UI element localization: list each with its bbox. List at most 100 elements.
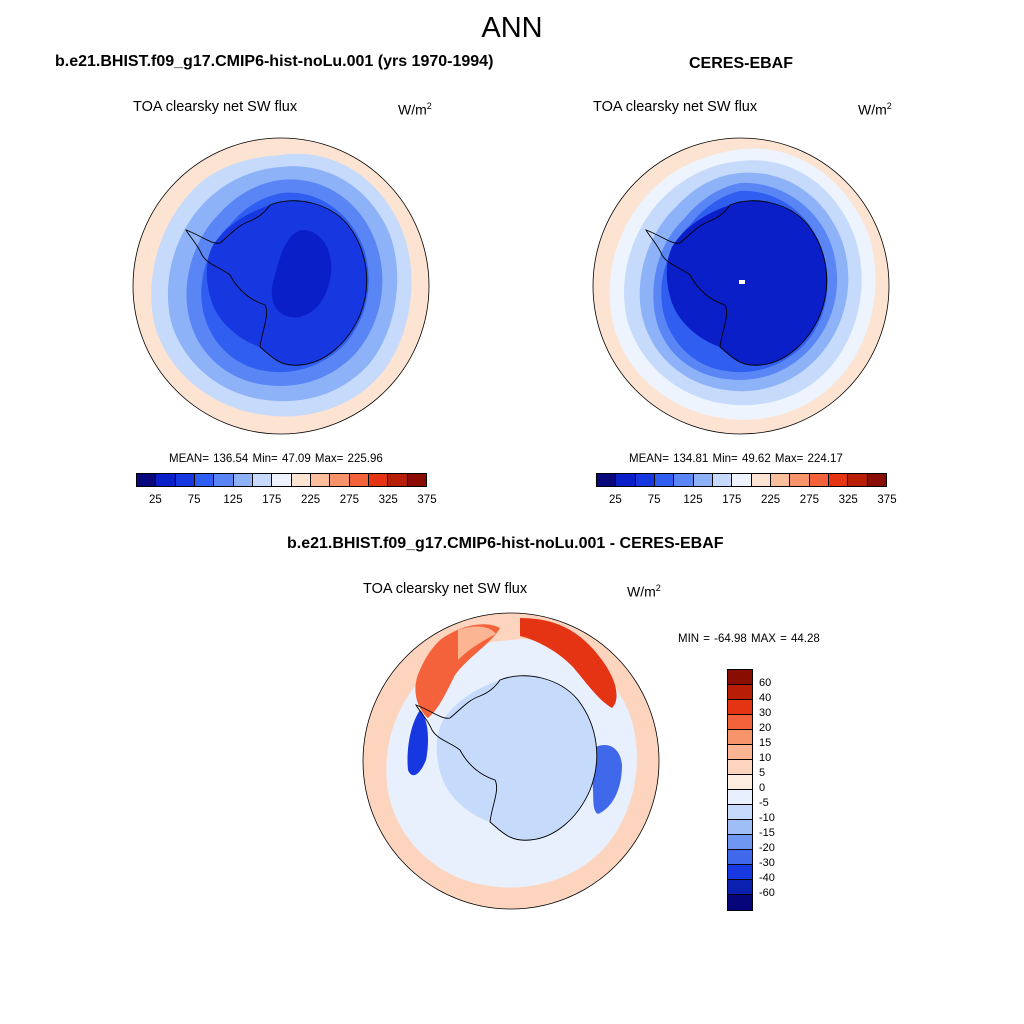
colorbar-tick-label: 15 (759, 737, 772, 749)
obs-map-border (592, 137, 890, 435)
colorbar-cell (194, 474, 215, 486)
obs-units-label: W/m2 (858, 101, 892, 118)
diff-stats: MIN = -64.98 MAX = 44.28 (678, 633, 820, 645)
colorbar-cell (712, 474, 733, 486)
diff-panel-title: b.e21.BHIST.f09_g17.CMIP6-hist-noLu.001 … (287, 535, 724, 552)
colorbar-cell (728, 850, 752, 865)
colorbar-cell (693, 474, 713, 486)
colorbar-tick-label: 25 (148, 494, 162, 506)
colorbar-tick-label: -30 (759, 857, 775, 869)
colorbar-cell (867, 474, 886, 486)
obs-colorbar-ticks: 25 75 125 175 225 275 325 375 (596, 494, 897, 510)
colorbar-cell (654, 474, 675, 486)
colorbar-cell (770, 474, 791, 486)
colorbar-cell (175, 474, 195, 486)
diff-antarctica-fill (436, 675, 597, 841)
model-colorbar-ticks: 25 75 125 175 225 275 325 375 (136, 494, 437, 510)
obs-missing-data-cell (739, 280, 745, 284)
colorbar-cell (828, 474, 849, 486)
colorbar-tick-label: -10 (759, 812, 775, 824)
model-coastline (185, 200, 368, 366)
obs-stats: MEAN= 134.81 Min= 49.62 Max= 224.17 (629, 453, 843, 465)
colorbar-cell (368, 474, 389, 486)
colorbar-cell (728, 775, 752, 790)
colorbar-cell (728, 820, 752, 835)
colorbar-cell (310, 474, 331, 486)
colorbar-tick-label: 60 (759, 677, 772, 689)
colorbar-cell (616, 474, 636, 486)
colorbar-cell (809, 474, 829, 486)
diff-polar-map (362, 612, 660, 910)
colorbar-cell (728, 880, 752, 895)
colorbar-cell (330, 474, 350, 486)
colorbar-tick-label: 30 (759, 707, 772, 719)
obs-colorbar (596, 473, 887, 487)
colorbar-cell (156, 474, 176, 486)
obs-panel-title: CERES-EBAF (689, 55, 794, 72)
colorbar-tick-label: 10 (759, 752, 772, 764)
colorbar-cell (272, 474, 292, 486)
figure-title: ANN (481, 12, 543, 44)
colorbar-cell (291, 474, 311, 486)
model-stats: MEAN= 136.54 Min= 47.09 Max= 225.96 (169, 453, 383, 465)
colorbar-cell (252, 474, 273, 486)
colorbar-tick-label: 125 (223, 494, 243, 506)
colorbar-tick-label: 25 (608, 494, 622, 506)
colorbar-cell (728, 895, 752, 910)
colorbar-cell (407, 474, 426, 486)
obs-variable-label: TOA clearsky net SW flux (593, 99, 758, 115)
colorbar-tick-label: 75 (647, 494, 661, 506)
diff-positive-west (415, 624, 500, 718)
diff-units-label: W/m2 (627, 583, 661, 600)
diff-coastline (415, 675, 598, 841)
colorbar-tick-label: -40 (759, 872, 775, 884)
diff-positive-northeast (520, 618, 617, 708)
colorbar-tick-label: 175 (262, 494, 282, 506)
colorbar-tick-label: 275 (339, 494, 359, 506)
colorbar-cell (674, 474, 694, 486)
colorbar-cell (728, 715, 752, 730)
obs-polar-map (592, 137, 890, 435)
model-polar-map (132, 137, 430, 435)
colorbar-tick-label: -5 (759, 797, 769, 809)
diff-positive-patch (458, 626, 496, 660)
colorbar-cell (732, 474, 752, 486)
colorbar-cell (751, 474, 771, 486)
diff-variable-label: TOA clearsky net SW flux (363, 581, 528, 597)
model-units-label: W/m2 (398, 101, 432, 118)
colorbar-cell (137, 474, 157, 486)
model-map-border (132, 137, 430, 435)
colorbar-cell (728, 865, 752, 880)
diff-map-border (362, 612, 660, 910)
colorbar-cell (597, 474, 617, 486)
obs-antarctica-fill (666, 200, 827, 366)
colorbar-cell (728, 670, 752, 685)
colorbar-cell (214, 474, 234, 486)
colorbar-cell (728, 700, 752, 715)
colorbar-tick-label: 125 (683, 494, 703, 506)
colorbar-cell (728, 835, 752, 850)
colorbar-tick-label: -15 (759, 827, 775, 839)
diff-colorbar (727, 669, 753, 911)
colorbar-tick-label: 0 (759, 782, 766, 794)
colorbar-tick-label: 325 (838, 494, 858, 506)
colorbar-tick-label: -60 (759, 887, 775, 899)
diff-negative-west (407, 710, 428, 776)
model-variable-label: TOA clearsky net SW flux (133, 99, 298, 115)
model-plateau-min (271, 229, 332, 318)
colorbar-cell (728, 730, 752, 745)
colorbar-tick-label: 325 (378, 494, 398, 506)
colorbar-tick-label: 275 (799, 494, 819, 506)
colorbar-tick-label: 20 (759, 722, 772, 734)
colorbar-tick-label: 75 (187, 494, 201, 506)
colorbar-tick-label: 225 (761, 494, 781, 506)
colorbar-cell (728, 685, 752, 700)
diff-negative-east (590, 745, 622, 814)
colorbar-cell (388, 474, 408, 486)
colorbar-cell (790, 474, 810, 486)
colorbar-tick-label: 375 (417, 494, 437, 506)
colorbar-tick-label: -20 (759, 842, 775, 854)
colorbar-tick-label: 5 (759, 767, 766, 779)
colorbar-cell (233, 474, 253, 486)
diff-colorbar-ticks: 60 40 30 20 15 10 5 0 -5 -10 -15 -20 -30 -40 -60 (759, 669, 799, 914)
